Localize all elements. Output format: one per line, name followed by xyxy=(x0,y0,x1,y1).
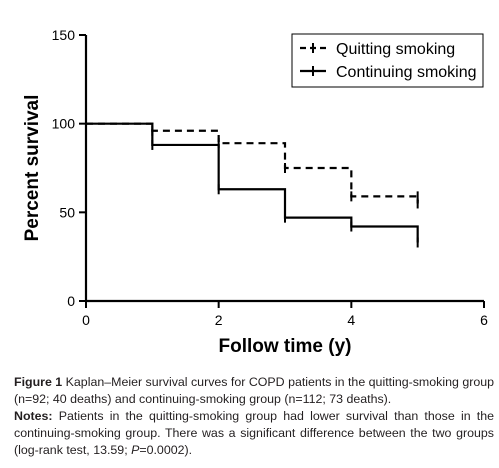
caption-paragraph: Figure 1 Kaplan–Meier survival curves fo… xyxy=(14,374,494,408)
notes-p-symbol: P xyxy=(131,443,140,457)
y-tick-label: 150 xyxy=(52,27,76,43)
y-tick-label: 100 xyxy=(52,116,76,132)
figure-label: Figure 1 xyxy=(14,375,63,389)
y-tick-label: 0 xyxy=(67,293,75,309)
y-tick-label: 50 xyxy=(59,204,75,220)
x-tick-label: 6 xyxy=(480,312,488,328)
notes-paragraph: Notes: Patients in the quitting-smoking … xyxy=(14,408,494,459)
x-tick-label: 0 xyxy=(82,312,90,328)
survival-chart: 0 50 100 150 0 2 4 6 Percent survival Follow ti… xyxy=(22,27,488,357)
notes-text-end: =0.0002). xyxy=(139,443,193,457)
legend-label-quitting: Quitting smoking xyxy=(336,41,455,58)
notes-text: Patients in the quitting-smoking group h… xyxy=(14,409,494,457)
figure-caption: Figure 1 Kaplan–Meier survival curves fo… xyxy=(14,374,494,459)
notes-label: Notes: xyxy=(14,409,53,423)
x-tick-label: 2 xyxy=(215,312,223,328)
series-line-continuing xyxy=(86,122,419,243)
legend-box xyxy=(291,33,484,88)
x-axis-title: Follow time (y) xyxy=(219,336,352,357)
legend: Quitting smoking Continuing smoking xyxy=(291,33,484,88)
figure-description: Kaplan–Meier survival curves for COPD pa… xyxy=(14,375,495,406)
legend-label-continuing: Continuing smoking xyxy=(336,64,477,81)
series-line-quitting xyxy=(86,122,419,204)
x-tick-label: 4 xyxy=(347,312,355,328)
y-axis-title: Percent survival xyxy=(22,95,43,242)
